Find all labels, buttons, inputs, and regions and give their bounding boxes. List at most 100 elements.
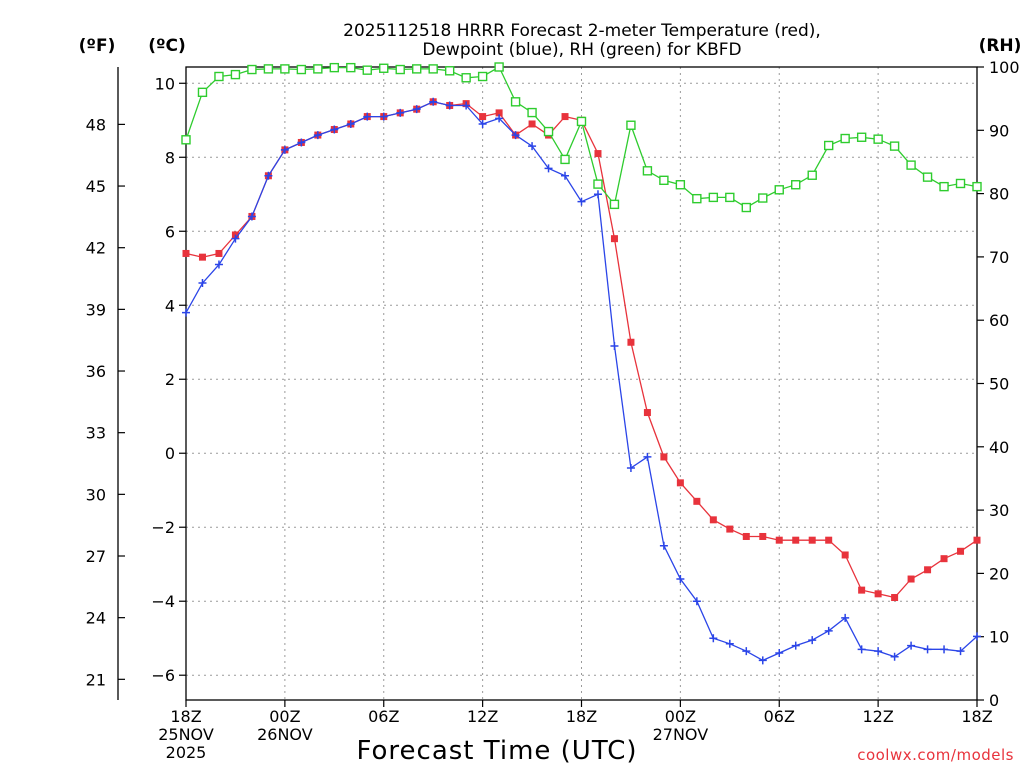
data-point: [660, 453, 668, 461]
data-point: [181, 135, 191, 145]
x-tick-label: 00Z: [665, 707, 696, 726]
data-point: [396, 108, 405, 117]
data-point: [890, 652, 899, 661]
x-tick-label: 18Z: [961, 707, 992, 726]
data-point: [198, 279, 207, 288]
celsius-tick-label: 10: [155, 74, 175, 93]
x-tick-label: 00Z: [269, 707, 300, 726]
data-point: [429, 97, 438, 106]
data-point: [693, 497, 701, 505]
data-point: [511, 131, 520, 140]
rh-tick-label: 60: [989, 311, 1009, 330]
celsius-tick-label: −2: [151, 518, 175, 537]
data-point: [889, 141, 900, 151]
data-point: [543, 126, 554, 137]
data-point: [874, 590, 882, 598]
data-point: [940, 555, 948, 563]
data-point: [363, 112, 372, 121]
data-point: [956, 647, 965, 656]
data-point: [247, 212, 256, 221]
data-point: [825, 536, 833, 544]
data-point: [857, 645, 866, 654]
data-point: [626, 464, 635, 473]
celsius-tick-label: 8: [165, 148, 175, 167]
rh-axis-unit: (RH): [979, 36, 1022, 56]
data-point: [247, 64, 257, 75]
celsius-axis-unit: (ºC): [148, 36, 186, 56]
x-tick-label: 06Z: [764, 707, 795, 726]
plot-frame: [185, 66, 978, 701]
data-point: [495, 114, 504, 123]
data-point: [593, 179, 603, 189]
fahrenheit-tick-label: 24: [86, 609, 106, 628]
data-point: [659, 175, 669, 186]
celsius-tick-label: 6: [165, 222, 175, 241]
data-point: [973, 536, 981, 544]
data-point: [280, 145, 289, 154]
fahrenheit-tick-label: 45: [86, 177, 106, 196]
data-point: [593, 190, 602, 199]
data-point: [412, 64, 422, 74]
data-point: [709, 634, 718, 643]
data-point: [840, 133, 850, 144]
celsius-tick-label: 0: [165, 444, 175, 463]
rh-tick-label: 0: [989, 691, 999, 710]
data-point: [230, 69, 241, 80]
data-point: [346, 119, 355, 128]
data-point: [791, 180, 801, 190]
x-tick-label: 18Z: [566, 707, 597, 726]
rh-tick-label: 40: [989, 438, 1009, 457]
data-point: [791, 641, 800, 650]
data-point: [494, 62, 504, 72]
data-point: [231, 234, 240, 243]
data-point: [808, 636, 817, 645]
data-point: [725, 639, 734, 648]
rh-tick-label: 90: [989, 121, 1009, 140]
data-point: [379, 112, 388, 121]
data-point: [823, 140, 834, 151]
series-rh: [181, 62, 982, 213]
data-point: [198, 253, 206, 261]
data-point: [313, 131, 322, 140]
x-tick-label: 12Z: [862, 707, 893, 726]
data-point: [330, 125, 339, 134]
data-point: [197, 87, 208, 98]
rh-tick-label: 10: [989, 628, 1009, 647]
series-dewpoint: [182, 97, 981, 665]
data-point: [462, 101, 471, 110]
data-point: [873, 134, 883, 144]
data-point: [907, 575, 915, 583]
data-point: [676, 575, 685, 584]
x-tick-label: 06Z: [368, 707, 399, 726]
data-point: [182, 249, 190, 257]
data-point: [742, 532, 750, 540]
data-point: [972, 181, 982, 192]
data-point: [856, 132, 867, 142]
data-point: [775, 536, 783, 544]
x-axis-title: Forecast Time (UTC): [356, 736, 637, 766]
data-point: [891, 594, 899, 602]
data-point: [824, 626, 833, 635]
fahrenheit-tick-label: 30: [86, 485, 106, 504]
data-point: [544, 164, 553, 173]
x-tick-label: 25NOV: [158, 725, 214, 744]
data-point: [362, 65, 372, 75]
data-point: [858, 586, 866, 594]
data-point: [626, 120, 636, 130]
data-point: [477, 71, 488, 82]
data-point: [726, 525, 734, 533]
celsius-tick-label: 4: [165, 296, 175, 315]
data-point: [874, 647, 883, 656]
rh-tick-label: 20: [989, 564, 1009, 583]
data-point: [923, 645, 932, 654]
data-point: [957, 547, 965, 555]
rh-tick-label: 50: [989, 375, 1009, 394]
data-point: [807, 170, 817, 180]
fahrenheit-tick-label: 39: [86, 300, 106, 319]
data-point: [560, 154, 570, 165]
data-point: [297, 138, 306, 147]
data-point: [527, 107, 537, 118]
data-point: [676, 479, 684, 487]
data-point: [444, 66, 455, 76]
